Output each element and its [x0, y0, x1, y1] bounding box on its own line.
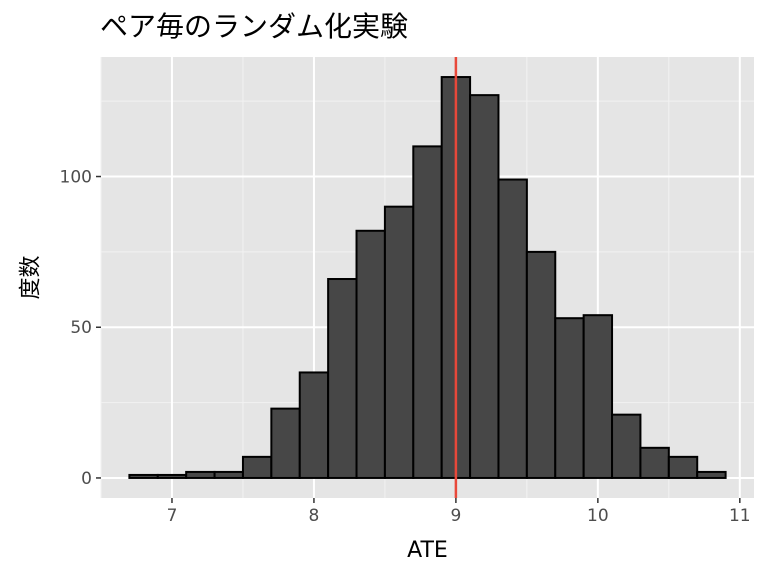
- y-tick-label: 0: [81, 469, 92, 489]
- histogram-bar: [383, 205, 415, 479]
- histogram-bar: [639, 446, 670, 479]
- histogram-bar: [270, 407, 301, 479]
- histogram-bar: [667, 455, 699, 479]
- histogram-bar: [611, 413, 642, 479]
- histogram-bar: [554, 317, 585, 479]
- histogram-bar: [497, 178, 528, 479]
- histogram-bar: [696, 470, 727, 479]
- histogram-bar: [469, 94, 500, 479]
- histogram-bar: [156, 473, 188, 479]
- chart-title: ペア毎のランダム化実験: [100, 10, 408, 43]
- y-tick-label: 100: [60, 168, 92, 188]
- histogram-bar: [213, 470, 244, 479]
- x-tick-label: 9: [450, 506, 461, 526]
- x-tick-label: 10: [587, 506, 609, 526]
- y-tick-label: 50: [70, 318, 92, 338]
- histogram-bar: [327, 278, 358, 479]
- histogram-bar: [355, 229, 386, 479]
- histogram-bar: [185, 470, 216, 479]
- histogram-bar: [241, 455, 273, 479]
- x-axis: 7 8 9 10 11: [167, 498, 751, 526]
- histogram-bar: [582, 314, 614, 479]
- histogram-bar: [525, 250, 557, 479]
- y-axis-title: 度数: [19, 255, 44, 299]
- x-axis-title: ATE: [407, 538, 448, 563]
- x-tick-label: 11: [729, 506, 751, 526]
- x-tick-label: 8: [309, 506, 320, 526]
- x-tick-label: 7: [167, 506, 178, 526]
- histogram-bar: [412, 145, 443, 479]
- histogram-bar: [128, 473, 159, 479]
- y-axis: 0 50 100: [60, 168, 101, 489]
- histogram-bar: [298, 371, 330, 479]
